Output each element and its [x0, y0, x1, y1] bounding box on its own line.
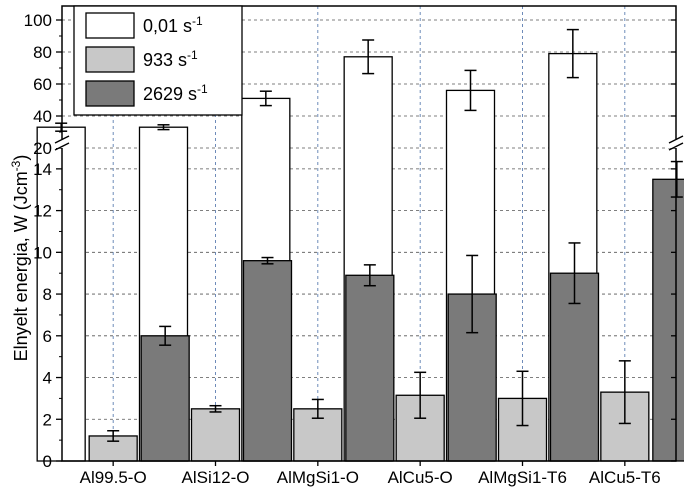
axes: 0 2 4 6 8 10 12 14 20 40 60 80 100 Al99.5-O AlSi12-O Al…: [24, 5, 684, 487]
bar: [242, 260, 293, 462]
bar: [549, 272, 600, 462]
y-tick-label: 100: [24, 11, 52, 30]
legend: 0,01 s-1 933 s-1 2629 s-1: [73, 5, 243, 116]
axis-break-mark: [54, 135, 70, 144]
x-tick-label: AlSi12-O: [181, 468, 249, 487]
bar: [190, 408, 241, 462]
y-tick-label: 80: [33, 43, 52, 62]
plot-frame: [61, 5, 677, 462]
bar: [345, 274, 395, 462]
legend-label-0: 0,01 s-1: [143, 14, 203, 36]
axis-break-gap: [668, 139, 684, 148]
x-tick-label: AlCu5-T6: [589, 468, 661, 487]
legend-label-1: 933 s-1: [143, 48, 198, 70]
legend-swatch-2: [85, 80, 135, 107]
y-tick-label: 8: [43, 285, 52, 304]
x-tick-label: AlMgSi1-O: [277, 468, 359, 487]
y-axis-label-main: Elnyelt energia, W (Jcm: [11, 171, 31, 361]
legend-swatch-0: [85, 12, 135, 39]
y-axis-label-tail: ): [11, 155, 31, 161]
y-tick-label: 0: [43, 452, 52, 471]
bar: [140, 335, 190, 462]
legend-label-2: 2629 s-1: [143, 82, 208, 104]
legend-swatch-1: [85, 46, 135, 73]
y-tick-label: 2: [43, 410, 52, 429]
axis-break-mark: [668, 135, 684, 144]
y-tick-label: 20: [33, 139, 52, 158]
axis-break-gap: [54, 139, 70, 148]
axis-break-mark: [668, 142, 684, 151]
x-tick-label: AlCu5-O: [388, 468, 453, 487]
y-tick-label: 10: [33, 243, 52, 262]
y-tick-label: 60: [33, 75, 52, 94]
bars: [36, 28, 684, 462]
y-axis-label-sup: -3: [9, 160, 23, 171]
x-tick-label: Al99.5-O: [80, 468, 147, 487]
y-tick-label: 14: [33, 160, 52, 179]
x-tick-label: AlMgSi1-T6: [478, 468, 567, 487]
y-axis-label: Elnyelt energia, W (Jcm-3): [9, 155, 31, 362]
bar: [652, 178, 684, 462]
y-tick-label: 12: [33, 202, 52, 221]
axis-break-mark: [54, 142, 70, 151]
y-tick-label: 40: [33, 107, 52, 126]
y-tick-label: 6: [43, 327, 52, 346]
y-tick-label: 4: [43, 369, 52, 388]
